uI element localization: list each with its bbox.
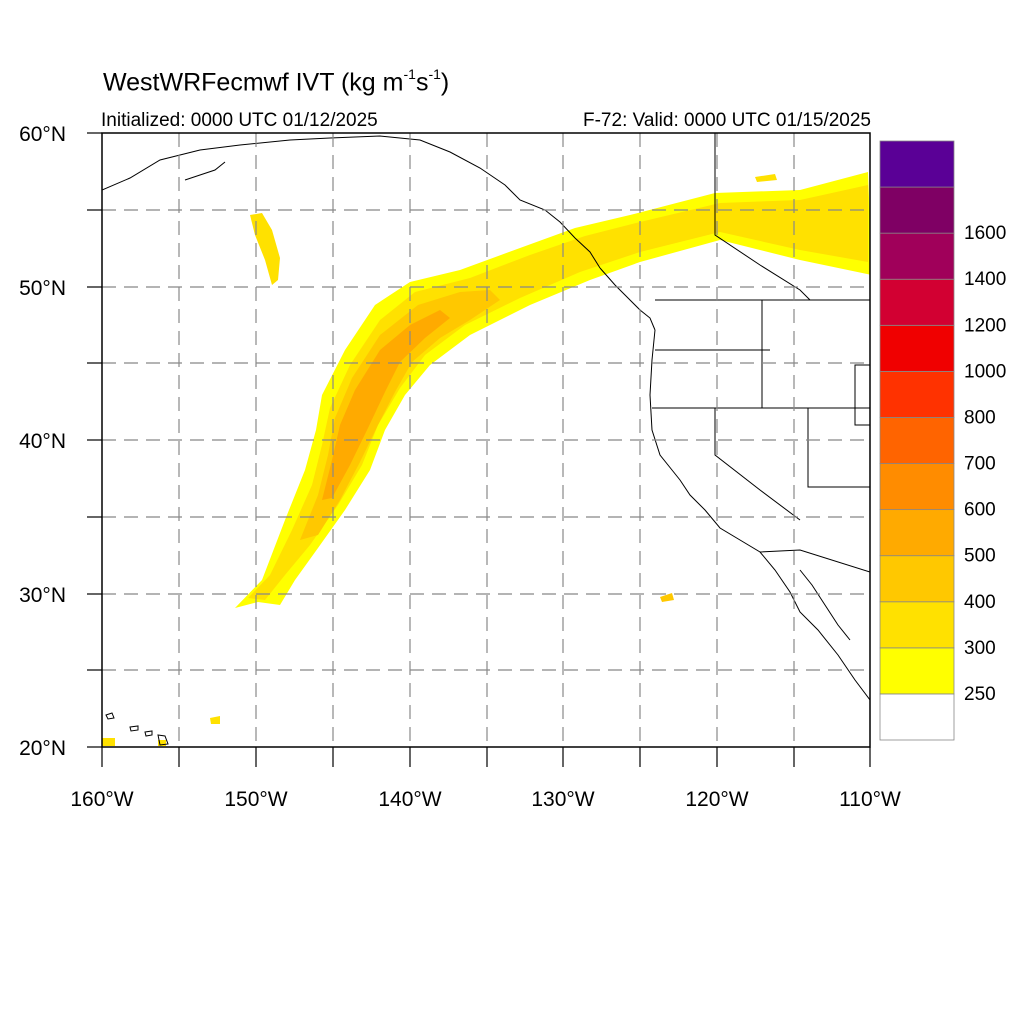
coastlines	[102, 133, 870, 746]
colorbar-swatch	[879, 370, 955, 418]
ivt-patch-gulf	[250, 213, 280, 285]
nv-ut-border	[807, 408, 870, 488]
lat-labels: 60°N 50°N 40°N 30°N 20°N	[19, 123, 66, 760]
mexico-border	[759, 549, 870, 573]
colorbar-label: 1600	[964, 223, 1006, 244]
colorbar: 250 300 400 500 600 700 800 1000 1200 1400 1600	[879, 140, 1006, 741]
colorbar-swatch	[879, 232, 955, 280]
colorbar-label: 700	[964, 454, 996, 475]
bc-ab-border	[714, 133, 811, 301]
hawaii-small3	[144, 730, 153, 737]
ivt-patch-hi2	[102, 738, 115, 746]
initialized-time: Initialized: 0000 UTC 01/12/2025	[101, 110, 378, 131]
us-west-coast	[649, 329, 870, 701]
ivt-patch-baja	[660, 593, 674, 602]
hawaii-small1	[105, 712, 115, 720]
colorbar-swatch	[879, 463, 955, 511]
colorbar-swatch	[879, 278, 955, 326]
colorbar-swatch	[879, 186, 955, 234]
lon-label-110w: 110°W	[839, 788, 901, 811]
colorbar-swatch	[879, 509, 955, 557]
colorbar-label: 400	[964, 592, 996, 613]
ivt-field	[102, 172, 870, 746]
baja-gulf	[799, 569, 851, 641]
lat-label-50: 50°N	[19, 277, 66, 300]
colorbar-swatch	[879, 647, 955, 695]
ivt-patch-hi1	[210, 716, 220, 724]
colorbar-label: 500	[964, 546, 996, 567]
valid-time: F-72: Valid: 0000 UTC 01/15/2025	[583, 110, 871, 131]
lon-label-140w: 140°W	[378, 788, 441, 811]
az-border	[854, 364, 870, 426]
colorbar-label: 300	[964, 638, 996, 659]
lon-label-150w: 150°W	[224, 788, 287, 811]
colorbar-label: 800	[964, 407, 996, 428]
colorbar-label: 1400	[964, 269, 1006, 290]
colorbar-swatch	[879, 140, 955, 188]
ivt-patch-bc	[755, 174, 777, 182]
lat-label-60: 60°N	[19, 123, 66, 146]
bc-coast	[599, 267, 656, 331]
graticule	[102, 133, 870, 747]
colorbar-label: 1200	[964, 315, 1006, 336]
colorbar-swatch	[879, 693, 955, 741]
colorbar-label: 1000	[964, 361, 1006, 382]
map-title: WestWRFecmwf IVT (kg m-1s-1)	[103, 66, 450, 97]
aleutians	[184, 161, 226, 181]
colorbar-swatch	[879, 601, 955, 649]
colorbar-swatch	[879, 555, 955, 603]
lon-labels: 160°W 150°W 140°W 130°W 120°W 110°W	[70, 788, 901, 811]
colorbar-label: 600	[964, 500, 996, 521]
lon-label-130w: 130°W	[531, 788, 594, 811]
colorbar-label: 250	[964, 684, 996, 705]
ivt-band-500	[322, 310, 450, 500]
colorbar-swatch	[879, 324, 955, 372]
hawaii-small2	[129, 725, 139, 732]
lon-label-160w: 160°W	[70, 788, 133, 811]
ca-nv-border	[714, 408, 801, 521]
ivt-band-400	[300, 290, 500, 540]
lat-label-40: 40°N	[19, 430, 66, 453]
lat-label-20: 20°N	[19, 737, 66, 760]
hawaii-big	[157, 734, 169, 746]
lon-label-120w: 120°W	[685, 788, 748, 811]
lat-label-30: 30°N	[19, 584, 66, 607]
axis-ticks	[87, 132, 871, 767]
colorbar-swatch	[879, 417, 955, 464]
